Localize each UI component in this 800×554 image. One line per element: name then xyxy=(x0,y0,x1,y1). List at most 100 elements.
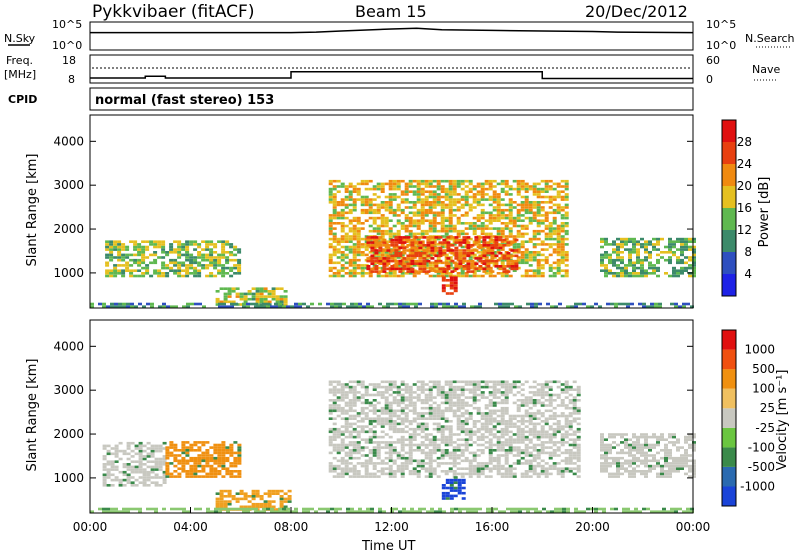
vel-cells-cell-2257 xyxy=(114,507,118,511)
power-cells-cell-1442 xyxy=(496,195,501,199)
power-cells-cell-117 xyxy=(153,245,158,249)
freq-label-line1: Freq. xyxy=(6,54,33,67)
vel-cells-cell-953 xyxy=(408,385,413,389)
power-cells-cell-2504 xyxy=(278,302,282,306)
power-cells-cell-588 xyxy=(356,187,361,191)
vel-cells-cell-33 xyxy=(114,468,119,471)
power-cells-cell-893 xyxy=(408,190,413,193)
vel-cells-cell-1507 xyxy=(500,380,505,384)
power-cells-cell-2613 xyxy=(650,305,654,308)
vel-cells-cell-2104 xyxy=(640,443,644,447)
power-cells-cell-1773 xyxy=(556,258,561,262)
power-cells-cell-491 xyxy=(340,182,345,186)
vel-cells-cell-431 xyxy=(271,500,276,503)
power-cells-cell-394 xyxy=(283,290,288,293)
power-cells-cell-641 xyxy=(368,229,373,233)
vel-cells-cell-1561 xyxy=(512,475,517,478)
vel-cells-cell-2064 xyxy=(628,459,632,463)
vel-cells-cell-583 xyxy=(348,435,353,439)
vel-cells-cell-41 xyxy=(118,484,123,487)
power-cells-cell-1968 xyxy=(414,254,419,258)
power-cells-cell-2525 xyxy=(350,305,354,308)
power-cells-cell-486 xyxy=(340,208,345,212)
vel-cells-cell-1868 xyxy=(564,414,569,418)
vel-cells-cell-706 xyxy=(368,417,373,420)
power-cells-cell-2389 xyxy=(676,274,680,278)
vel-cells-cell-647 xyxy=(356,380,361,384)
vel-cells-cell-891 xyxy=(400,430,405,434)
vel-cells-cell-268 xyxy=(205,462,210,465)
vel-cells-cell-1762 xyxy=(544,404,549,407)
vel-cells-cell-2262 xyxy=(126,507,130,511)
vel-cells-cell-1810 xyxy=(552,399,557,402)
power-cells-cell-2418 xyxy=(684,237,688,241)
power-cells-cell-1802 xyxy=(560,248,565,251)
vel-cells-cell-1620 xyxy=(520,399,525,402)
power-cells-cell-2311 xyxy=(636,253,640,257)
power-cells-cell-1950 xyxy=(406,244,411,247)
vel-cells-cell-1443 xyxy=(492,420,497,423)
vel-cells-cell-1076 xyxy=(432,459,437,463)
vel-cells-cell-1208 xyxy=(452,409,457,413)
vel-cells-cell-1491 xyxy=(500,433,505,436)
power-cells-cell-659 xyxy=(372,245,377,249)
power-cells-cell-2111 xyxy=(478,257,483,260)
vel-cells-cell-787 xyxy=(384,433,389,436)
power-cells-cell-129 xyxy=(161,266,166,270)
vel-cells-cell-2195 xyxy=(672,433,676,436)
vel-cells-cell-1108 xyxy=(436,417,441,420)
power-cells-cell-796 xyxy=(392,195,397,199)
power-cells-cell-2328 xyxy=(644,269,648,272)
power-cells-cell-2512 xyxy=(302,302,306,306)
vel-cells-cell-1485 xyxy=(500,454,505,457)
power-cells-cell-1162 xyxy=(448,203,453,207)
power-cells-cell-1726 xyxy=(548,269,553,272)
power-cells-cell-2296 xyxy=(632,266,636,270)
power-cells-cell-614 xyxy=(364,253,369,257)
power-cells-cell-544 xyxy=(352,258,357,262)
vel-cells-cell-2062 xyxy=(628,464,632,468)
vel-cells-cell-1922 xyxy=(572,380,577,384)
vel-cells-cell-298 xyxy=(217,462,222,465)
power-cells-cell-5 xyxy=(105,256,110,259)
power-cells-cell-2097 xyxy=(470,259,475,263)
power-cells-cell-1828 xyxy=(564,251,569,254)
power-cells-cell-2412 xyxy=(684,261,688,265)
vel-cells-cell-580 xyxy=(348,449,353,452)
vel-cells-cell-1654 xyxy=(528,451,533,455)
vel-cells-cell-1077 xyxy=(432,451,437,455)
power-cells-cell-1912 xyxy=(390,238,395,242)
vel-cells-cell-806 xyxy=(388,464,393,468)
power-cells-cell-1520 xyxy=(508,185,513,188)
vel-cells-cell-1776 xyxy=(548,441,553,444)
power-cells-cell-237 xyxy=(205,245,210,249)
power-cells-cell-2191 xyxy=(514,249,519,252)
vel-cells-cell-1743 xyxy=(540,391,545,394)
vel-cells-cell-1878 xyxy=(568,467,573,470)
vel-cells-cell-2045 xyxy=(620,449,624,452)
power-cells-cell-1738 xyxy=(548,222,553,225)
power-cells-cell-1366 xyxy=(484,211,489,215)
power-cells-cell-939 xyxy=(416,211,421,215)
vel-cells-cell-2057 xyxy=(624,438,628,441)
vel-cells-cell-64 xyxy=(126,452,131,456)
power-cells-cell-2316 xyxy=(640,274,644,278)
power-cells-cell-1810 xyxy=(560,224,565,228)
power-cells-cell-1951 xyxy=(406,238,411,242)
power-cells-cell-823 xyxy=(396,187,401,191)
vel-cells-cell-102 xyxy=(142,481,147,484)
power-cells-cell-243 xyxy=(209,261,214,265)
power-cells-cell-24 xyxy=(113,269,118,272)
power-colorbar-label: Power [dB] xyxy=(757,177,772,248)
vel-cells-cell-1580 xyxy=(516,462,521,465)
vel-cells-cell-1008 xyxy=(420,425,425,428)
power-cells-cell-1619 xyxy=(528,251,533,254)
vel-cells-cell-1860 xyxy=(564,441,569,444)
vel-cells-cell-1109 xyxy=(436,414,441,418)
power-cells-cell-1266 xyxy=(468,227,473,230)
vel-cells-cell-960 xyxy=(412,438,417,441)
vel-cells-cell-1937 xyxy=(576,427,581,431)
vel-cells-cell-849 xyxy=(392,401,397,405)
power-cells-cell-2042 xyxy=(446,244,451,247)
power-cells-cell-590 xyxy=(360,274,365,278)
